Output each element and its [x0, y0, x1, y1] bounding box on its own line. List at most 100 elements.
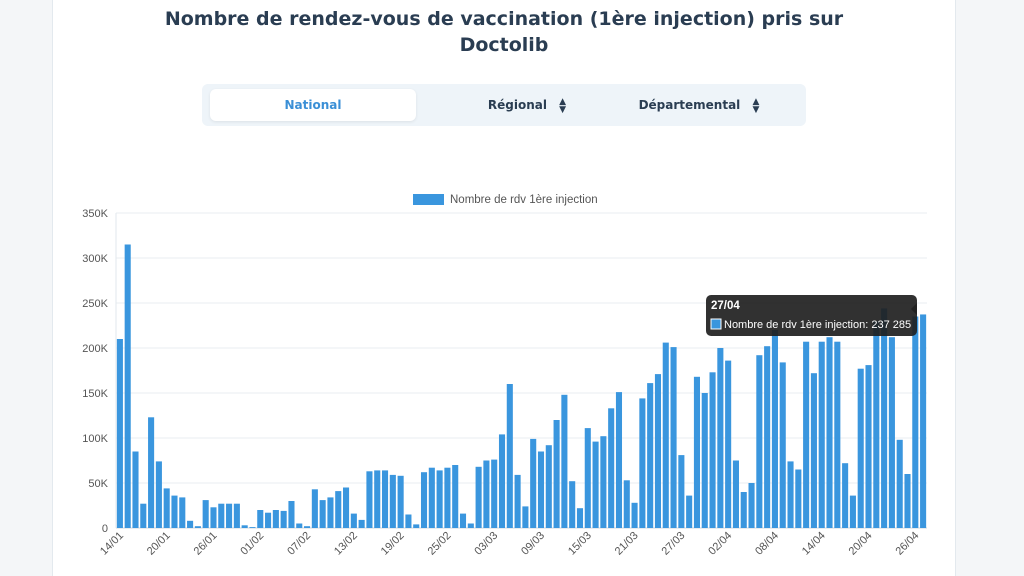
chart-bar	[639, 398, 646, 528]
chart-bar	[272, 510, 279, 528]
chart-bar	[709, 372, 716, 528]
chart-bar	[693, 376, 700, 528]
tab-departemental[interactable]: Départemental ▲ ▼	[596, 89, 802, 121]
chart-bar	[483, 460, 490, 528]
x-tick-label: 14/04	[800, 530, 828, 558]
chart-bar	[647, 383, 654, 528]
chart-bar	[732, 460, 739, 528]
scope-tabs: National Régional ▲ ▼ Départemental ▲ ▼	[202, 84, 806, 126]
chart-bar	[842, 463, 849, 528]
chart-bar	[803, 341, 810, 528]
chart-bar	[888, 337, 895, 528]
chart-bar	[725, 360, 732, 528]
chart-bar	[818, 341, 825, 528]
chart-bar	[335, 491, 342, 528]
chart-bar	[304, 526, 311, 528]
tooltip-pointer	[911, 303, 917, 315]
chart-bar	[795, 469, 802, 528]
chart-bar	[522, 506, 529, 528]
x-tick-label: 26/04	[893, 530, 921, 558]
chart-bar	[381, 470, 389, 528]
x-tick-label: 07/02	[285, 530, 313, 558]
chart-bar	[771, 330, 778, 528]
chart-bar	[779, 362, 786, 528]
chart-bar	[116, 339, 123, 528]
x-tick-label: 25/02	[426, 530, 454, 558]
sort-icon: ▲ ▼	[559, 96, 567, 115]
chart-bar	[311, 489, 318, 528]
chart-bar	[467, 523, 474, 528]
y-tick-label: 100K	[82, 433, 108, 445]
chart-bar	[537, 451, 545, 528]
chart-bar	[701, 393, 708, 528]
tooltip-series: Nombre de rdv 1ère injection: 237 285	[724, 319, 911, 331]
chart-bar	[327, 497, 334, 528]
chart-bar	[530, 438, 537, 528]
chart-bar	[296, 523, 303, 528]
chart-bar	[218, 503, 225, 528]
chart-bar	[498, 434, 506, 528]
chart-bar	[654, 374, 662, 528]
y-tick-label: 50K	[88, 478, 108, 490]
chart-bar	[881, 308, 888, 528]
chart-bar	[233, 503, 240, 528]
x-tick-label: 08/04	[753, 530, 781, 558]
chart-bar	[374, 470, 381, 528]
x-tick-label: 26/01	[192, 530, 220, 558]
chart-bar	[366, 471, 373, 528]
chart-bar	[202, 500, 209, 528]
chart-bar	[662, 342, 669, 528]
chart-bar	[257, 510, 264, 528]
chart-bar	[171, 495, 178, 528]
chart-bar	[670, 347, 677, 528]
chart-bar	[810, 373, 817, 528]
chart-bar	[140, 503, 147, 528]
legend-label: Nombre de rdv 1ère injection	[450, 194, 598, 206]
chart-bar	[187, 520, 194, 528]
chart-bar	[756, 355, 763, 528]
chart-bar	[428, 467, 435, 528]
chart-bar	[132, 451, 139, 528]
chart-bar	[452, 465, 459, 528]
tab-regional[interactable]: Régional ▲ ▼	[424, 89, 630, 121]
chart-bar	[748, 483, 755, 528]
chart-bar	[358, 519, 365, 528]
chart-bar	[865, 365, 872, 528]
y-tick-label: 0	[102, 523, 108, 535]
chart-bar	[623, 480, 630, 528]
chart-bar	[873, 321, 880, 528]
x-tick-label: 19/02	[379, 530, 407, 558]
tab-national[interactable]: National	[210, 89, 416, 121]
chart-bar	[210, 507, 217, 528]
page-title: Nombre de rendez-vous de vaccination (1è…	[53, 6, 955, 58]
tooltip-swatch	[710, 318, 722, 330]
chart-bar	[124, 244, 131, 528]
chart-bar	[615, 392, 623, 528]
tab-national-label: National	[284, 98, 342, 112]
chart-bar	[405, 514, 412, 528]
chart-bar	[764, 346, 771, 528]
chart-bar	[148, 417, 155, 528]
chart-bar	[569, 481, 576, 528]
title-line-2: Doctolib	[459, 34, 549, 56]
chart-bar	[740, 492, 747, 528]
x-tick-label: 09/03	[519, 530, 547, 558]
chart-bar	[896, 439, 903, 528]
x-tick-label: 03/03	[472, 530, 500, 558]
chart-bar	[904, 474, 911, 528]
chart-bar	[444, 467, 451, 528]
x-tick-label: 20/04	[847, 530, 875, 558]
chart-bar	[249, 527, 256, 528]
chart-bar	[717, 348, 724, 528]
chart-bar	[553, 420, 560, 528]
tab-departemental-label: Départemental	[638, 98, 741, 112]
chart-bar	[514, 474, 521, 528]
chart-bar	[280, 510, 287, 528]
chart-bar	[631, 502, 638, 528]
legend-swatch	[413, 194, 444, 205]
chart-bar	[475, 466, 482, 528]
tooltip-date: 27/04	[711, 300, 740, 312]
chart-bar	[194, 526, 201, 528]
x-tick-label: 27/03	[660, 530, 688, 558]
